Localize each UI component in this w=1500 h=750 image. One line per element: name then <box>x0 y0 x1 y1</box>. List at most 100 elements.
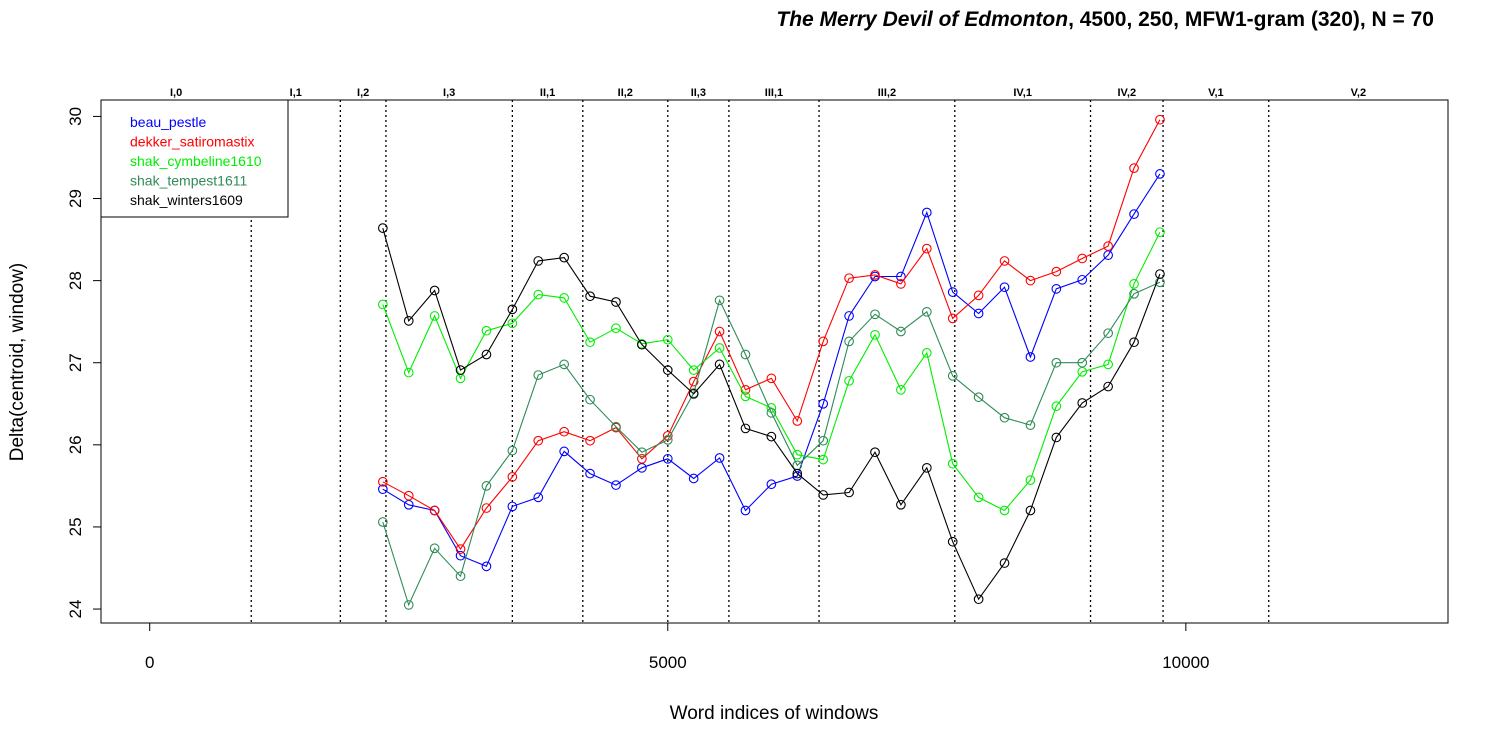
data-point <box>844 375 854 386</box>
data-point <box>921 348 932 358</box>
data-point <box>947 287 958 297</box>
data-point <box>403 490 414 501</box>
data-point <box>637 447 647 458</box>
legend: beau_pestle dekker_satiromastix shak_cymbe… <box>100 99 289 218</box>
y-tick-label: 28 <box>66 271 85 290</box>
data-point <box>481 325 492 336</box>
act-scene-label: I,0 <box>170 87 182 99</box>
x-tick-label: 10000 <box>1162 653 1209 672</box>
data-point <box>870 329 880 340</box>
data-point <box>429 543 440 554</box>
data-point <box>688 365 699 375</box>
data-point <box>559 293 570 303</box>
data-point <box>896 271 906 282</box>
data-point <box>844 273 854 284</box>
data-point <box>844 336 854 347</box>
legend-entry: dekker_satiromastix <box>130 134 255 150</box>
data-point <box>921 243 932 254</box>
data-point <box>533 256 544 266</box>
data-point <box>844 487 854 498</box>
data-point <box>740 384 751 395</box>
data-point <box>533 289 544 300</box>
data-point <box>947 458 958 469</box>
data-point <box>973 392 984 403</box>
data-point <box>714 453 725 463</box>
legend-entry: shak_winters1609 <box>130 192 243 208</box>
data-point <box>507 318 518 329</box>
data-point <box>1129 279 1139 289</box>
data-point <box>818 435 829 446</box>
data-point <box>973 290 984 301</box>
data-point <box>1155 269 1165 279</box>
data-point <box>559 446 570 457</box>
data-point <box>1025 475 1036 485</box>
data-point <box>1051 401 1062 412</box>
data-point <box>455 544 466 554</box>
data-point <box>999 282 1010 293</box>
data-point <box>947 371 958 381</box>
data-point <box>403 600 414 610</box>
y-tick-label: 25 <box>66 517 85 536</box>
y-axis-title: Delta(centroid, window) <box>7 263 28 462</box>
data-point <box>585 468 595 479</box>
data-point <box>792 471 803 481</box>
act-scene-label: II,2 <box>618 87 633 99</box>
data-point <box>870 447 880 458</box>
legend-entry: shak_tempest1611 <box>130 173 247 189</box>
data-point <box>1129 337 1139 348</box>
data-point <box>688 389 699 399</box>
act-scene-label: III,2 <box>878 87 896 99</box>
data-point <box>585 435 595 446</box>
act-scene-label: IV,1 <box>1013 87 1032 99</box>
chart-title-details: , 4500, 250, MFW1-gram (320), N = 70 <box>1068 8 1434 31</box>
data-point <box>792 449 803 460</box>
act-scene-label: III,1 <box>765 87 783 99</box>
data-point <box>481 503 492 513</box>
act-scene-label: II,3 <box>691 87 706 99</box>
data-point <box>688 473 699 484</box>
data-point <box>1129 288 1139 299</box>
data-point <box>921 207 932 218</box>
legend-box <box>100 99 289 218</box>
y-tick-label: 30 <box>66 107 85 126</box>
data-point <box>429 285 440 296</box>
data-point <box>766 373 777 384</box>
series-beau_pestle <box>377 169 1165 572</box>
data-point <box>896 384 906 395</box>
data-point <box>1077 357 1088 368</box>
data-point <box>1077 398 1088 408</box>
data-point <box>818 336 829 347</box>
data-point <box>377 484 388 495</box>
data-point <box>481 481 492 491</box>
data-point <box>1155 114 1165 125</box>
data-point <box>429 505 440 516</box>
data-point <box>1025 352 1036 362</box>
data-point <box>766 407 777 418</box>
data-point <box>973 594 984 605</box>
data-point <box>870 270 880 280</box>
data-point <box>1025 275 1036 286</box>
series-line <box>382 119 1161 551</box>
data-point <box>507 472 518 482</box>
data-point <box>1051 432 1062 443</box>
data-point <box>947 536 958 547</box>
data-point <box>714 343 725 353</box>
series-line <box>382 227 1161 601</box>
data-point <box>1129 209 1139 219</box>
data-point <box>740 391 751 402</box>
series-dekker_satiromastix <box>377 114 1165 554</box>
data-point <box>481 561 492 572</box>
data-point <box>870 309 880 320</box>
data-point <box>1051 357 1062 368</box>
data-point <box>455 550 466 561</box>
data-point <box>999 412 1010 423</box>
series-shak_winters1609 <box>377 223 1165 605</box>
data-point <box>1025 505 1036 516</box>
data-point <box>1077 253 1088 264</box>
data-point <box>611 323 621 334</box>
y-tick-label: 26 <box>66 435 85 454</box>
data-point <box>377 476 388 487</box>
data-point <box>1051 283 1062 294</box>
chart-title-play: The Merry Devil of Edmonton <box>776 8 1069 31</box>
